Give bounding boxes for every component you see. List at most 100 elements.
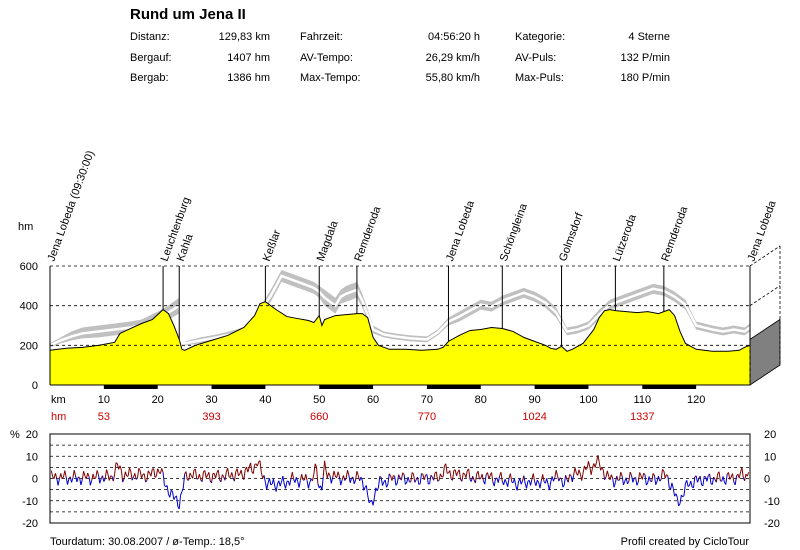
gradient-segment (333, 470, 336, 477)
gradient-segment (578, 469, 581, 475)
gradient-segment (382, 481, 385, 486)
waypoint-label: Magdala (315, 218, 341, 263)
gradient-segment (695, 475, 698, 483)
gradient-segment (76, 476, 79, 483)
stat-label-max-pulse: Max-Puls: (515, 72, 564, 84)
stat-label-ride-time: Fahrzeit: (300, 31, 343, 43)
gradient-segment (555, 470, 558, 476)
gradient-segment (236, 468, 239, 476)
gradient-segment (664, 474, 668, 479)
gradient-segment (317, 483, 320, 489)
gradient-segment (606, 470, 610, 477)
gradient-axis-unit: % (10, 429, 20, 441)
gradient-segment (598, 462, 602, 471)
distance-tick-label: 60 (367, 394, 379, 406)
gradient-segment (433, 472, 436, 481)
waypoint-label: Keßlar (261, 228, 283, 263)
gradient-segment (699, 476, 703, 485)
gradient-segment (272, 478, 276, 487)
gradient-segment (112, 474, 116, 482)
gradient-segment (338, 476, 342, 486)
gradient-segment (153, 468, 156, 478)
elevation-line (49, 301, 751, 352)
footer-credit: Profil created by CicloTour (620, 536, 749, 548)
gradient-segment (632, 477, 635, 483)
gradient-segment (612, 478, 615, 488)
gradient-segment (732, 473, 735, 483)
gradient-segment (662, 469, 665, 472)
stat-label-max-speed: Max-Tempo: (300, 72, 361, 84)
km-scale-bar (642, 385, 697, 389)
gradient-segment (376, 487, 379, 492)
gradient-segment (72, 470, 75, 479)
gradient-segment (479, 478, 481, 480)
gradient-segment (231, 472, 234, 478)
gradient-segment (377, 476, 381, 488)
gradient-segment (250, 462, 253, 472)
gradient-segment (678, 503, 681, 507)
gradient-segment (282, 475, 285, 485)
gradient-segment (247, 466, 250, 473)
gradient-segment (227, 468, 230, 477)
gradient-segment (552, 477, 556, 482)
gradient-segment (461, 472, 464, 482)
gradient-segment (423, 475, 427, 481)
gradient-segment (690, 480, 693, 488)
gradient-segment (355, 471, 358, 481)
gradient-segment (295, 477, 299, 482)
stat-value-avg-pulse: 132 P/min (620, 52, 670, 64)
gradient-segment (679, 494, 682, 504)
gradient-segment (686, 480, 689, 487)
gradient-segment (150, 468, 153, 477)
gradient-segment (57, 478, 60, 486)
gradient-segment (353, 479, 357, 484)
gradient-segment (604, 477, 607, 481)
gradient-segment (643, 472, 646, 476)
gradient-segment (363, 487, 366, 491)
cumulative-climb-label: 53 (98, 411, 110, 423)
gradient-segment (421, 473, 424, 475)
gradient-segment (559, 477, 562, 480)
gradient-segment (573, 467, 576, 476)
gradient-segment (594, 461, 598, 468)
gradient-segment (639, 472, 642, 476)
gradient-segment (663, 470, 666, 479)
gradient-segment (610, 474, 614, 479)
gradient-segment (652, 473, 655, 476)
gradient-segment (546, 478, 549, 485)
gradient-segment (442, 465, 445, 477)
gradient-segment (344, 478, 347, 481)
gradient-segment (240, 469, 243, 477)
gradient-segment (558, 477, 561, 482)
distance-tick-label: 120 (687, 394, 705, 406)
gradient-segment (569, 473, 572, 477)
gradient-segment (597, 455, 600, 463)
gradient-segment (384, 479, 388, 488)
gradient-segment (437, 480, 440, 482)
gradient-segment (71, 477, 74, 483)
gradient-segment (667, 476, 670, 488)
gradient-segment (379, 475, 382, 478)
gradient-segment (410, 472, 413, 483)
gradient-segment (562, 484, 565, 488)
gradient-segment (224, 471, 227, 481)
gradient-segment (435, 471, 439, 482)
gradient-segment (220, 474, 223, 483)
gradient-segment (134, 473, 137, 480)
gradient-segment (513, 478, 517, 486)
gradient-segment (488, 475, 491, 479)
gradient-segment (380, 477, 383, 486)
distance-tick-label: 90 (528, 394, 540, 406)
gradient-segment (116, 463, 120, 470)
gradient-segment (393, 475, 395, 477)
gradient-segment (178, 495, 182, 510)
gradient-segment (92, 473, 95, 479)
cumulative-climb-label: 1024 (522, 411, 546, 423)
stat-value-avg-speed: 26,29 km/h (425, 52, 480, 64)
gradient-segment (454, 469, 458, 476)
gradient-segment (574, 467, 577, 474)
gradient-segment (438, 473, 441, 481)
gradient-segment (368, 501, 371, 504)
gradient-segment (470, 476, 474, 482)
